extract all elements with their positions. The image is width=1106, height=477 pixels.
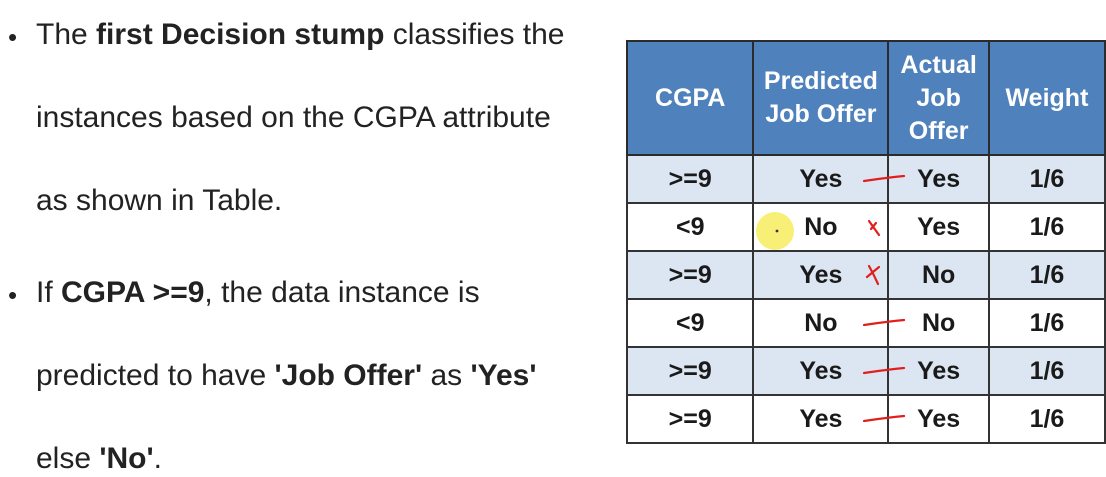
header-predicted-job-offer: Predicted Job Offer bbox=[752, 40, 890, 156]
bold-text: first Decision stump bbox=[96, 18, 385, 51]
cell-weight: 1/6 bbox=[987, 394, 1106, 444]
bold-text: 'Job Offer' bbox=[274, 359, 423, 392]
bullet-text-line: else 'No'. bbox=[36, 444, 162, 474]
decision-stump-table-container: CGPA Predicted Job Offer Actual Job Offer Weig… bbox=[625, 40, 1106, 444]
header-cgpa: CGPA bbox=[625, 40, 755, 156]
bullet-text-line: The first Decision stump classifies the bbox=[36, 20, 565, 50]
cell-cgpa: >=9 bbox=[625, 250, 755, 300]
text: as bbox=[422, 359, 471, 392]
text: The bbox=[36, 18, 97, 51]
text: . bbox=[153, 442, 162, 475]
bullet-text-line: predicted to have 'Job Offer' as 'Yes' bbox=[36, 361, 536, 391]
cell-cgpa: >=9 bbox=[625, 394, 755, 444]
cell-weight: 1/6 bbox=[987, 298, 1106, 348]
cell-actual: No bbox=[887, 250, 990, 300]
cell-predicted: No bbox=[752, 298, 890, 348]
cell-weight: 1/6 bbox=[987, 250, 1106, 300]
bullet-dot: • bbox=[8, 280, 18, 310]
cell-actual: Yes bbox=[887, 154, 990, 204]
bullet-dot: • bbox=[8, 22, 18, 52]
cell-cgpa: <9 bbox=[625, 202, 755, 252]
bullet-text-line: instances based on the CGPA attribute bbox=[36, 103, 551, 133]
text: else bbox=[36, 442, 100, 475]
cell-actual: No bbox=[887, 298, 990, 348]
table-header-row: CGPA Predicted Job Offer Actual Job Offer Weig… bbox=[625, 40, 1106, 156]
cell-predicted: Yes bbox=[752, 250, 890, 300]
table-row: <9 No Yes 1/6 bbox=[625, 202, 1106, 252]
cell-predicted: Yes bbox=[752, 346, 890, 396]
bullet-text-line: If CGPA >=9, the data instance is bbox=[36, 278, 480, 308]
table-row: <9 No No 1/6 bbox=[625, 298, 1106, 348]
text: instances based on the CGPA attribute bbox=[36, 101, 551, 134]
decision-stump-table: CGPA Predicted Job Offer Actual Job Offer Weig… bbox=[625, 40, 1106, 444]
cell-predicted: Yes bbox=[752, 154, 890, 204]
cell-weight: 1/6 bbox=[987, 346, 1106, 396]
table-row: >=9 Yes No 1/6 bbox=[625, 250, 1106, 300]
cell-actual: Yes bbox=[887, 202, 990, 252]
text: as shown in Table. bbox=[36, 184, 283, 217]
table-row: >=9 Yes Yes 1/6 bbox=[625, 394, 1106, 444]
text: predicted to have bbox=[36, 359, 275, 392]
text: classifies the bbox=[384, 18, 565, 51]
bold-text: 'Yes' bbox=[470, 359, 537, 392]
table-row: >=9 Yes Yes 1/6 bbox=[625, 346, 1106, 396]
bullet-text-line: as shown in Table. bbox=[36, 186, 282, 216]
table-row: >=9 Yes Yes 1/6 bbox=[625, 154, 1106, 204]
cell-weight: 1/6 bbox=[987, 202, 1106, 252]
cell-weight: 1/6 bbox=[987, 154, 1106, 204]
bold-text: 'No' bbox=[99, 442, 154, 475]
text: , the data instance is bbox=[204, 276, 480, 309]
cell-actual: Yes bbox=[887, 346, 990, 396]
header-actual-job-offer: Actual Job Offer bbox=[887, 40, 990, 156]
cell-cgpa: <9 bbox=[625, 298, 755, 348]
bold-text: CGPA >=9 bbox=[61, 276, 205, 309]
cell-cgpa: >=9 bbox=[625, 154, 755, 204]
cell-predicted: Yes bbox=[752, 394, 890, 444]
cell-actual: Yes bbox=[887, 394, 990, 444]
cell-cgpa: >=9 bbox=[625, 346, 755, 396]
header-weight: Weight bbox=[987, 40, 1106, 156]
text: If bbox=[36, 276, 62, 309]
cell-predicted: No bbox=[752, 202, 890, 252]
